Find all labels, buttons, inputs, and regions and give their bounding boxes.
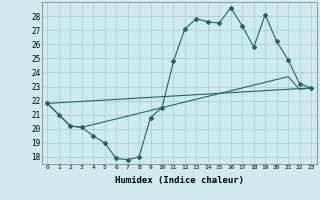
- X-axis label: Humidex (Indice chaleur): Humidex (Indice chaleur): [115, 176, 244, 185]
